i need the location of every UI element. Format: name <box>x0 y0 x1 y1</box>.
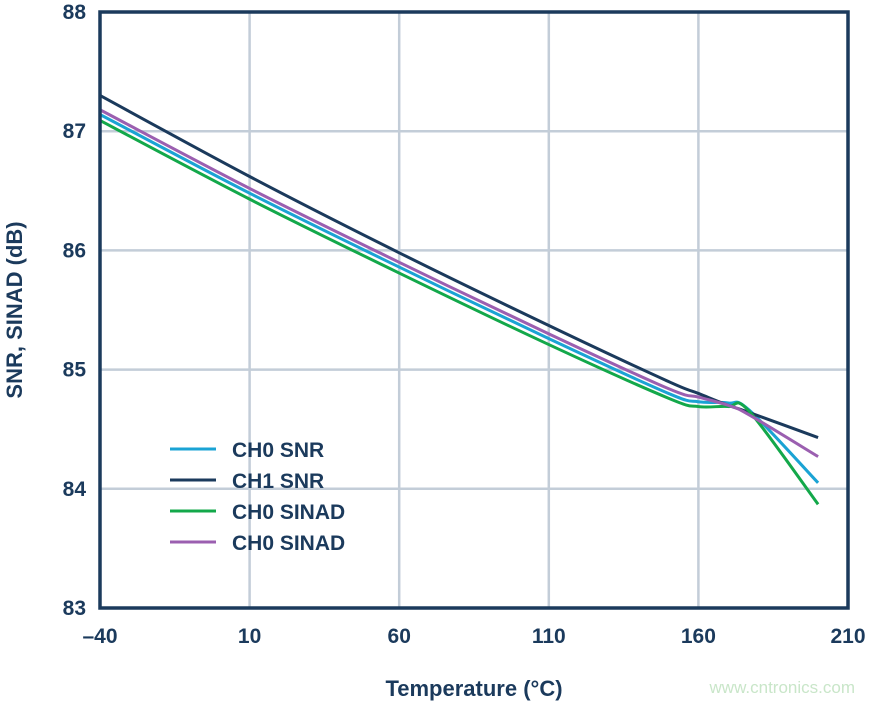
x-tick-label: 110 <box>532 625 566 648</box>
series-line-ch0-sinad <box>99 119 820 506</box>
legend-label: CH1 SNR <box>232 470 324 493</box>
y-axis-label: SNR, SINAD (dB) <box>2 221 27 398</box>
y-tick-label: 88 <box>63 1 87 24</box>
watermark: www.cntronics.com <box>709 678 855 697</box>
series-line-ch0-sinad <box>99 108 819 458</box>
y-tick-label: 85 <box>63 359 87 382</box>
series-line-ch0-snr <box>99 113 820 484</box>
y-tick-label: 84 <box>63 478 87 501</box>
series-line-ch1-snr <box>99 94 819 439</box>
legend-label: CH0 SINAD <box>232 532 345 555</box>
plot-frame <box>98 10 850 610</box>
x-tick-label: –40 <box>82 625 117 648</box>
y-tick-label: 86 <box>63 239 86 262</box>
x-tick-label: 60 <box>388 625 411 648</box>
x-tick-label: 10 <box>238 625 261 648</box>
legend-label: CH0 SINAD <box>232 501 345 524</box>
x-axis-label: Temperature (°C) <box>385 676 562 701</box>
y-tick-label: 87 <box>63 120 86 143</box>
y-tick-label: 83 <box>63 597 86 620</box>
x-tick-label: 160 <box>681 625 716 648</box>
x-tick-label: 210 <box>830 625 865 648</box>
legend-label: CH0 SNR <box>232 439 324 462</box>
